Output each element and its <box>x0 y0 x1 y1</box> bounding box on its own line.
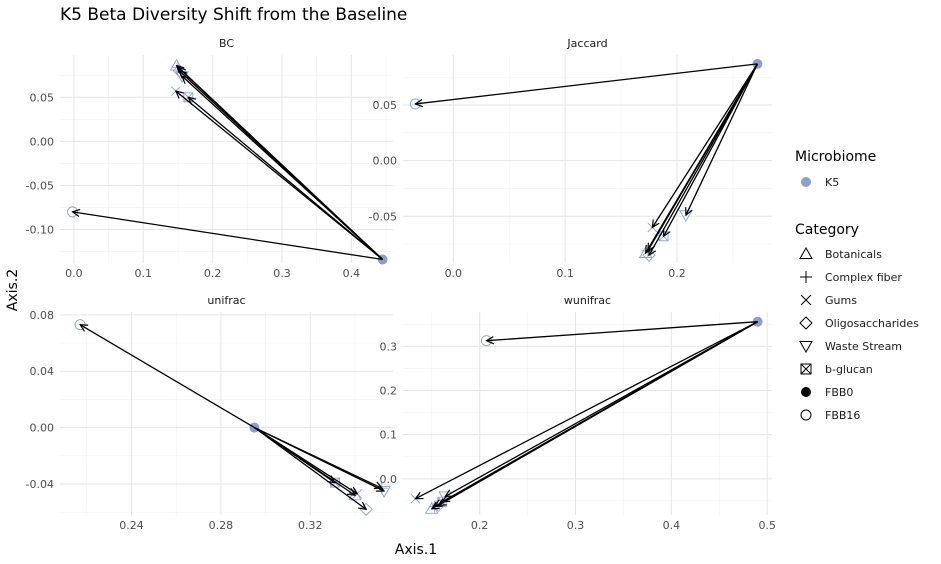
shift-arrow <box>182 76 384 260</box>
shift-arrow <box>652 63 759 228</box>
y-axis-title: Axis.2 <box>5 269 21 311</box>
y-tick-label: 0.0 <box>380 473 398 486</box>
shift-arrow <box>686 63 759 215</box>
shift-arrow <box>254 427 384 491</box>
y-tick-label: 0.04 <box>30 365 55 378</box>
y-tick-label: 0.3 <box>380 340 398 353</box>
shift-arrow <box>415 63 758 104</box>
minor-gridlines <box>403 312 772 515</box>
shift-arrow <box>188 97 384 260</box>
legend-key-open-circle <box>800 409 812 421</box>
legend-label: Complex fiber <box>825 271 902 284</box>
shift-arrow <box>254 427 366 510</box>
minor-gridlines <box>60 55 393 263</box>
legend-key-k5 <box>801 177 811 187</box>
legend-label: Gums <box>825 294 857 307</box>
shift-arrow <box>442 321 758 502</box>
legend-title-category: Category <box>795 222 859 238</box>
legend-label-k5: K5 <box>825 176 839 189</box>
x-tick-label: 0.4 <box>343 267 361 280</box>
x-tick-label: 0.2 <box>204 267 222 280</box>
legend-key-triangle <box>799 246 813 259</box>
x-tick-label: 0.2 <box>668 267 686 280</box>
legend-label: Botanicals <box>825 248 882 261</box>
legend-title-microbiome: Microbiome <box>795 149 876 165</box>
y-tick-label: -0.10 <box>26 224 54 237</box>
panel-title-bc: BC <box>219 37 234 50</box>
legend-key-plus <box>800 271 812 283</box>
shift-arrow <box>486 321 758 341</box>
panel-title-jaccard: Jaccard <box>566 37 607 50</box>
legend-key-filled-circle <box>801 387 811 397</box>
legend-label: Oligosaccharides <box>825 317 919 330</box>
x-tick-label: 0.3 <box>273 267 291 280</box>
y-tick-label: -0.05 <box>369 210 397 223</box>
major-gridlines <box>403 312 772 515</box>
legend-category-items: Botanicals Complex fiber Gums Oligosacchari… <box>799 246 919 422</box>
shift-arrow <box>415 321 758 499</box>
legend-key-diamond <box>799 316 813 330</box>
x-tick-label: 0.3 <box>567 519 585 532</box>
legend-key-triangle-down <box>799 341 813 354</box>
panel-title-unifrac: unifrac <box>207 294 245 307</box>
y-tick-label: -0.04 <box>26 478 54 491</box>
legend-label: FBB0 <box>825 386 853 399</box>
minor-gridlines <box>403 55 772 263</box>
point-triangle <box>169 58 184 71</box>
y-tick-label: 0.2 <box>380 385 398 398</box>
x-tick-label: 0.24 <box>119 519 144 532</box>
y-tick-label: 0.05 <box>30 91 55 104</box>
y-tick-label: 0.08 <box>30 309 55 322</box>
x-tick-label: 0.2 <box>471 519 489 532</box>
chart-title: K5 Beta Diversity Shift from the Baselin… <box>60 5 407 25</box>
y-tick-label: 0.05 <box>373 99 398 112</box>
minor-gridlines <box>60 312 393 515</box>
y-tick-label: -0.05 <box>26 179 54 192</box>
baseline-point <box>752 58 763 69</box>
x-axis-title: Axis.1 <box>395 542 437 558</box>
legend-key-boxcross <box>800 363 812 375</box>
y-tick-label: 0.00 <box>30 422 55 435</box>
x-tick-label: 0.5 <box>758 519 776 532</box>
major-gridlines <box>403 55 772 263</box>
shift-arrow <box>664 63 759 236</box>
panel-bc: 0.0 0.1 0.2 0.3 0.4 -0.10 -0.05 0.00 0.05 BC <box>26 37 393 280</box>
legend-key-cross <box>800 294 812 306</box>
panel-jaccard: 0.0 0.1 0.2 -0.05 0.00 0.05 Jaccard <box>369 37 772 280</box>
legend: Microbiome K5 Category Botanicals Complex… <box>795 149 919 422</box>
x-tick-label: 0.1 <box>556 267 574 280</box>
x-tick-label: 0.1 <box>135 267 153 280</box>
x-tick-label: 0.0 <box>65 267 83 280</box>
panel-title-wunifrac: wunifrac <box>564 294 611 307</box>
panel-wunifrac: 0.2 0.3 0.4 0.5 0.0 0.1 0.2 0.3 wunifrac <box>380 294 776 532</box>
y-tick-label: 0.1 <box>380 429 398 442</box>
y-tick-label: 0.00 <box>373 155 398 168</box>
y-tick-label: 0.00 <box>30 135 55 148</box>
x-tick-label: 0.32 <box>298 519 323 532</box>
legend-label: Waste Stream <box>825 340 902 353</box>
legend-label: b-glucan <box>825 363 873 376</box>
x-tick-label: 0.4 <box>663 519 681 532</box>
major-gridlines <box>60 55 393 263</box>
panel-unifrac: 0.24 0.28 0.32 -0.04 0.00 0.04 0.08 unifrac <box>26 294 393 532</box>
x-tick-label: 0.0 <box>445 267 463 280</box>
shift-arrow <box>254 427 334 483</box>
legend-label: FBB16 <box>825 409 860 422</box>
major-gridlines <box>60 312 393 515</box>
shift-arrow <box>72 212 383 261</box>
shift-arrow <box>80 325 255 429</box>
x-tick-label: 0.28 <box>209 519 234 532</box>
